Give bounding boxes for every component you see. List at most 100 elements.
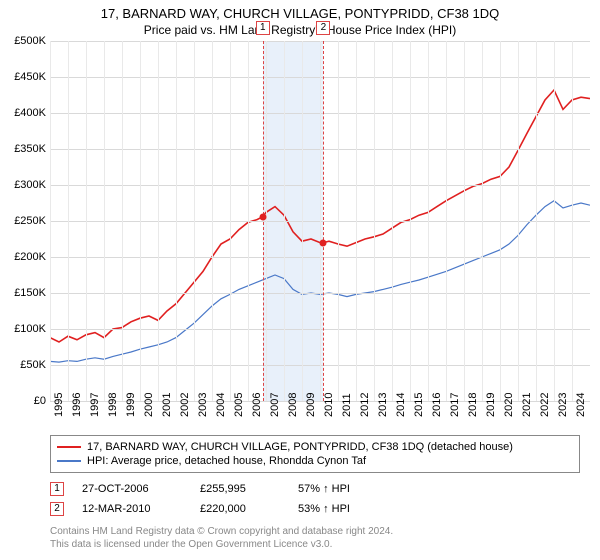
sale-date: 27-OCT-2006 [82, 483, 182, 495]
x-axis-label: 2009 [305, 393, 317, 417]
gridline-v [374, 41, 375, 401]
x-axis-label: 2004 [215, 393, 227, 417]
x-axis-label: 2001 [161, 393, 173, 417]
gridline-v [356, 41, 357, 401]
legend: 17, BARNARD WAY, CHURCH VILLAGE, PONTYPR… [50, 435, 580, 473]
gridline-v [338, 41, 339, 401]
sale-price: £220,000 [200, 503, 280, 515]
gridline-v [482, 41, 483, 401]
gridline-v [104, 41, 105, 401]
gridline-v [428, 41, 429, 401]
x-axis-label: 1996 [71, 393, 83, 417]
y-axis-label: £250K [14, 215, 46, 227]
chart-subtitle: Price paid vs. HM Land Registry's House … [0, 21, 600, 41]
x-axis-label: 2016 [431, 393, 443, 417]
x-axis-label: 2014 [395, 393, 407, 417]
x-axis-label: 2013 [377, 393, 389, 417]
gridline-v [446, 41, 447, 401]
sale-marker-box: 1 [256, 21, 270, 35]
credits: Contains HM Land Registry data © Crown c… [50, 525, 580, 551]
sale-row-marker: 2 [50, 502, 64, 516]
x-axis-label: 2007 [269, 393, 281, 417]
y-axis-label: £100K [14, 323, 46, 335]
chart-area: £0£50K£100K£150K£200K£250K£300K£350K£400… [50, 41, 590, 401]
y-axis-label: £0 [34, 395, 46, 407]
x-axis-label: 2012 [359, 393, 371, 417]
gridline-v [158, 41, 159, 401]
y-axis-label: £400K [14, 107, 46, 119]
sale-dot [259, 213, 266, 220]
gridline-v [500, 41, 501, 401]
x-axis-label: 2024 [575, 393, 587, 417]
sale-marker-line [323, 41, 324, 401]
x-axis-label: 2019 [485, 393, 497, 417]
gridline-v [392, 41, 393, 401]
sale-dot [320, 239, 327, 246]
sale-price: £255,995 [200, 483, 280, 495]
gridline-v [572, 41, 573, 401]
y-axis-label: £500K [14, 35, 46, 47]
sale-pct: 57% ↑ HPI [298, 483, 398, 495]
x-axis-label: 1997 [89, 393, 101, 417]
legend-swatch [57, 446, 81, 448]
legend-row: 17, BARNARD WAY, CHURCH VILLAGE, PONTYPR… [57, 440, 573, 454]
x-axis-label: 2003 [197, 393, 209, 417]
sale-pct: 53% ↑ HPI [298, 503, 398, 515]
x-axis-label: 2002 [179, 393, 191, 417]
x-axis-label: 2000 [143, 393, 155, 417]
x-axis-label: 1995 [53, 393, 65, 417]
gridline-v [212, 41, 213, 401]
y-axis-label: £300K [14, 179, 46, 191]
gridline-v [50, 41, 51, 401]
sales-table: 1 27-OCT-2006 £255,995 57% ↑ HPI 2 12-MAR-201… [50, 479, 580, 519]
y-axis-label: £450K [14, 71, 46, 83]
legend-label: 17, BARNARD WAY, CHURCH VILLAGE, PONTYPR… [87, 441, 513, 453]
x-axis-label: 2005 [233, 393, 245, 417]
gridline-v [410, 41, 411, 401]
sale-date: 12-MAR-2010 [82, 503, 182, 515]
x-axis-label: 2008 [287, 393, 299, 417]
x-axis-label: 1998 [107, 393, 119, 417]
gridline-v [194, 41, 195, 401]
legend-label: HPI: Average price, detached house, Rhon… [87, 455, 366, 467]
sale-marker-line [263, 41, 264, 401]
x-axis-label: 2015 [413, 393, 425, 417]
sale-row: 2 12-MAR-2010 £220,000 53% ↑ HPI [50, 499, 580, 519]
x-axis-label: 2022 [539, 393, 551, 417]
x-axis-label: 2011 [341, 393, 353, 417]
sale-row-marker: 1 [50, 482, 64, 496]
legend-swatch [57, 460, 81, 462]
gridline-v [302, 41, 303, 401]
x-axis-label: 1999 [125, 393, 137, 417]
sale-row: 1 27-OCT-2006 £255,995 57% ↑ HPI [50, 479, 580, 499]
gridline-v [86, 41, 87, 401]
gridline-v [140, 41, 141, 401]
y-axis-label: £150K [14, 287, 46, 299]
y-axis-label: £200K [14, 251, 46, 263]
x-axis-label: 2023 [557, 393, 569, 417]
gridline-v [248, 41, 249, 401]
y-axis-label: £350K [14, 143, 46, 155]
chart-container: 17, BARNARD WAY, CHURCH VILLAGE, PONTYPR… [0, 0, 600, 560]
chart-title: 17, BARNARD WAY, CHURCH VILLAGE, PONTYPR… [0, 0, 600, 21]
gridline-v [284, 41, 285, 401]
x-axis-label: 2020 [503, 393, 515, 417]
gridline-v [122, 41, 123, 401]
gridline-v [536, 41, 537, 401]
sale-marker-box: 2 [316, 21, 330, 35]
x-axis-label: 2017 [449, 393, 461, 417]
gridline-v [320, 41, 321, 401]
x-axis-label: 2010 [323, 393, 335, 417]
gridline-v [518, 41, 519, 401]
gridline-v [266, 41, 267, 401]
gridline-v [176, 41, 177, 401]
x-axis-label: 2006 [251, 393, 263, 417]
y-axis-label: £50K [20, 359, 46, 371]
gridline-v [68, 41, 69, 401]
legend-row: HPI: Average price, detached house, Rhon… [57, 454, 573, 468]
credits-line2: This data is licensed under the Open Gov… [50, 538, 580, 551]
gridline-v [230, 41, 231, 401]
x-axis-label: 2021 [521, 393, 533, 417]
gridline-v [464, 41, 465, 401]
credits-line1: Contains HM Land Registry data © Crown c… [50, 525, 580, 538]
